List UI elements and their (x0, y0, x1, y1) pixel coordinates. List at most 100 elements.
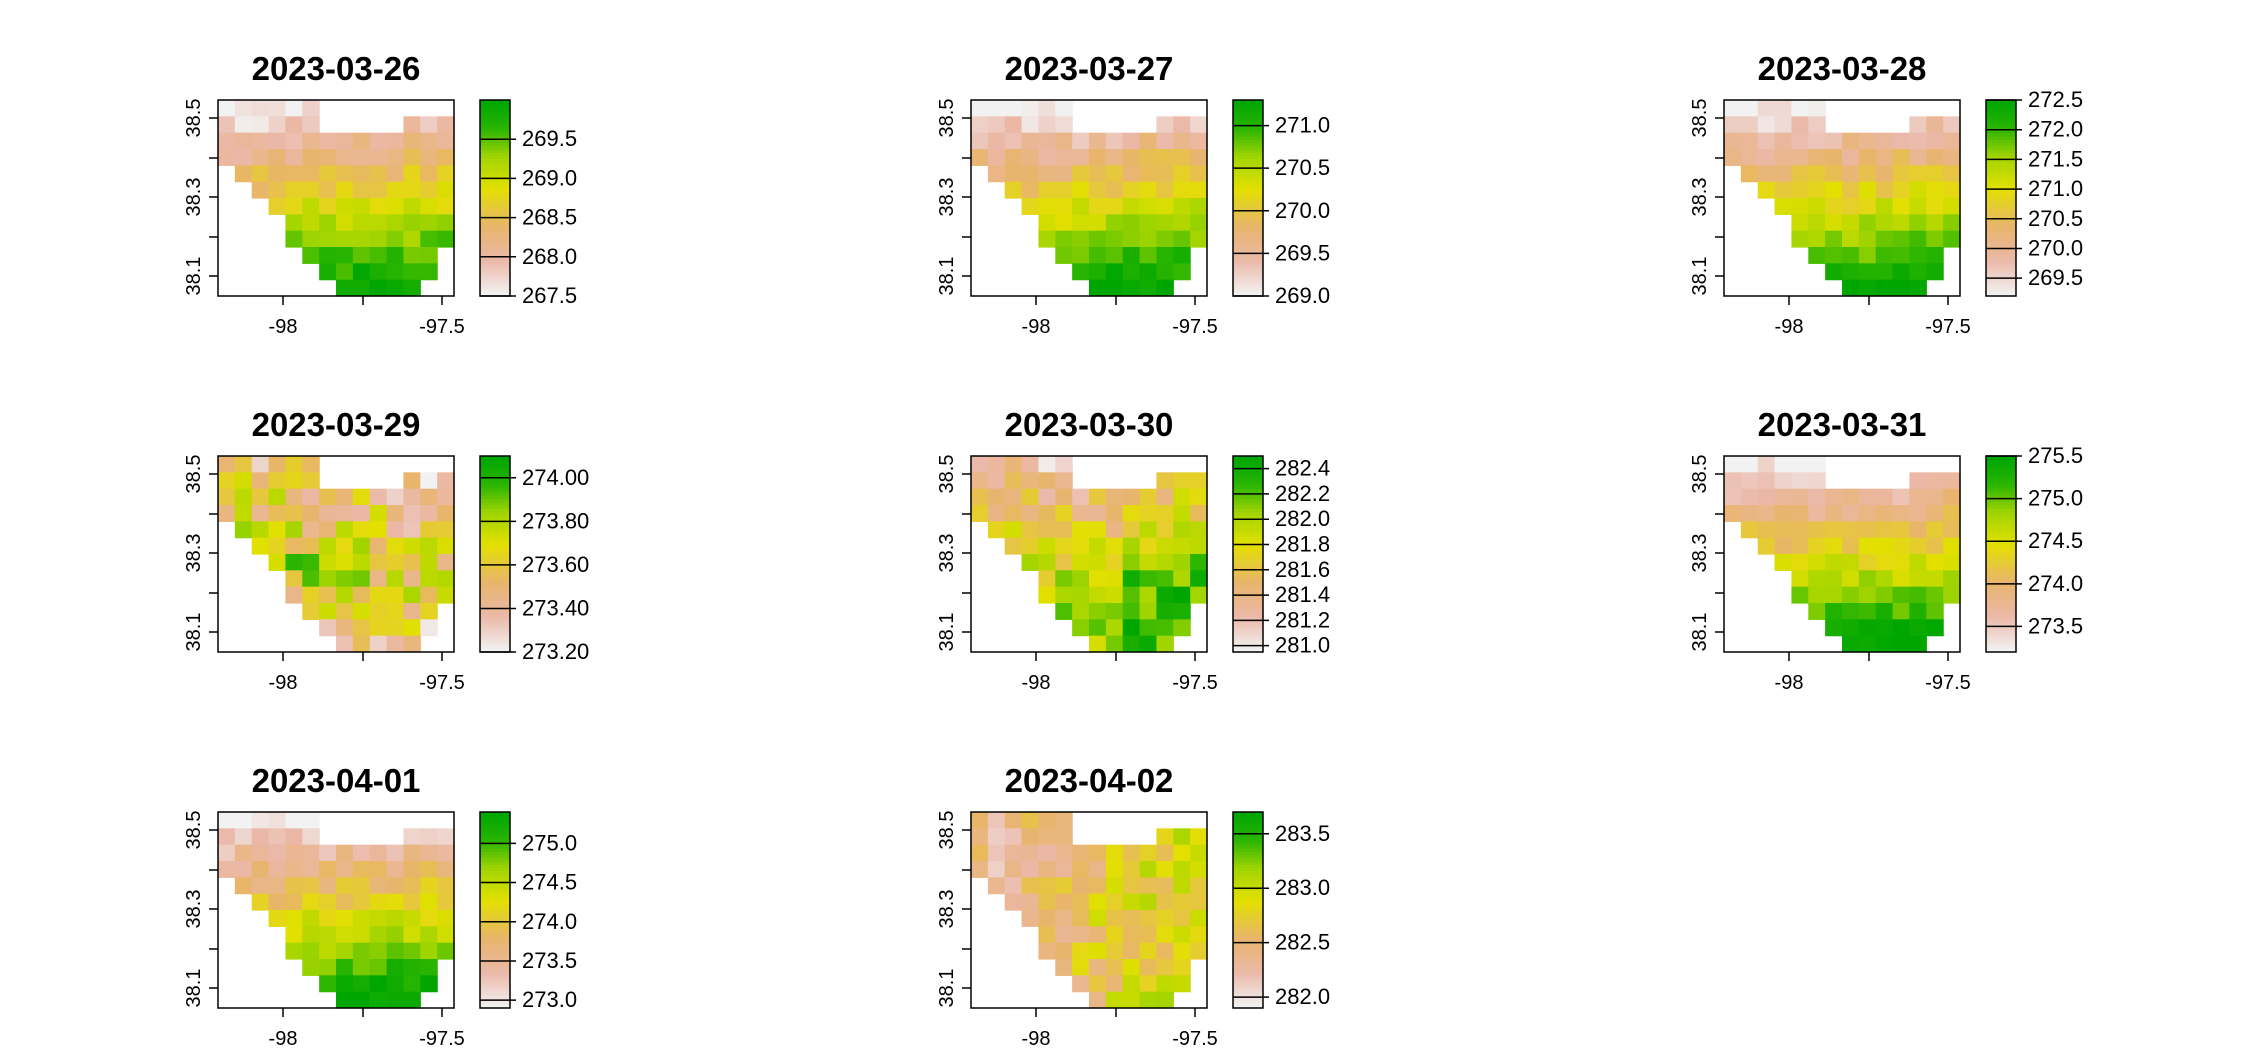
legend-swatch (1986, 260, 2016, 264)
raster-cell (369, 263, 388, 281)
legend-swatch (1233, 465, 1263, 470)
panel-title: 2023-03-27 (1005, 50, 1174, 87)
legend-swatch (1233, 263, 1263, 268)
panel-title: 2023-03-29 (252, 406, 421, 443)
raster-cell (1909, 488, 1927, 506)
raster-cell (386, 230, 405, 248)
raster-cell (1122, 279, 1141, 297)
raster-cell (437, 893, 455, 911)
raster-cell (1190, 181, 1208, 199)
raster-cell (369, 554, 388, 571)
legend-swatch (480, 923, 510, 927)
raster-cell (1808, 165, 1826, 183)
raster-cell (1122, 521, 1141, 539)
y-tick-label: 38.1 (183, 257, 205, 296)
raster-cell (1156, 975, 1174, 993)
x-tick-label: -98 (1022, 1028, 1051, 1050)
raster-cell (352, 230, 371, 248)
raster-cell (1774, 165, 1793, 183)
raster-cell (1038, 165, 1056, 183)
raster-cell (369, 619, 388, 637)
raster-cell (1858, 521, 1877, 539)
legend-swatch (1233, 139, 1263, 144)
raster-cell (352, 554, 371, 571)
plot-frame (217, 811, 455, 1009)
raster-cell (1943, 165, 1961, 183)
legend-swatch (1986, 505, 2016, 509)
raster-cell (386, 214, 405, 232)
y-tick-label: 38.3 (1689, 178, 1711, 217)
raster-cell (1089, 975, 1107, 993)
raster-cell (1089, 959, 1107, 976)
legend-swatch (480, 586, 510, 591)
legend-swatch (1233, 527, 1263, 532)
legend-swatch (1233, 838, 1263, 842)
raster-cell (1072, 975, 1090, 993)
raster-cell (302, 165, 320, 183)
legend-swatch (1233, 985, 1263, 989)
raster-cell (1055, 116, 1073, 134)
legend-swatch (1233, 472, 1263, 477)
raster-cell (1774, 100, 1793, 117)
raster-cell (234, 100, 253, 117)
raster-cell (1774, 181, 1793, 199)
raster-cell (420, 198, 438, 215)
raster-cell (1808, 230, 1826, 248)
raster-cell (403, 861, 421, 878)
x-tick-label: -97.5 (1925, 672, 1971, 694)
raster-cell (268, 165, 287, 183)
raster-cell (1072, 844, 1090, 862)
legend-swatch (1233, 511, 1263, 516)
raster-cell (1105, 554, 1124, 571)
x-tick-label: -97.5 (419, 1028, 465, 1050)
legend-swatch (480, 276, 510, 281)
raster-cell (369, 635, 388, 653)
raster-cell (336, 570, 354, 588)
raster-cell (1858, 635, 1877, 653)
raster-cell (403, 635, 421, 653)
legend-swatch (1233, 273, 1263, 277)
raster-cell (352, 165, 371, 183)
raster-cell (1156, 472, 1174, 490)
raster-cell (369, 893, 388, 911)
raster-cell (1156, 505, 1174, 522)
raster-cell (1190, 198, 1208, 215)
raster-cell (251, 521, 270, 539)
legend-swatch (1986, 253, 2016, 258)
raster-cell (268, 893, 287, 911)
raster-cell (1757, 472, 1776, 490)
raster-cell (285, 230, 303, 248)
legend-swatch (1986, 181, 2016, 186)
legend-swatch (480, 828, 510, 833)
legend-tick-label: 269.5 (1275, 240, 1330, 265)
raster-cell (1089, 910, 1107, 927)
raster-cell (352, 149, 371, 166)
legend-swatch (1233, 844, 1263, 849)
raster-cell (1089, 893, 1107, 911)
raster-cell (1004, 488, 1023, 506)
raster-cell (1858, 263, 1877, 281)
legend-swatch (1986, 279, 2016, 284)
raster-cell (302, 861, 320, 878)
legend-swatch (1986, 465, 2016, 470)
plot-frame (217, 455, 455, 653)
legend-swatch (1233, 100, 1263, 104)
legend-swatch (1986, 152, 2016, 157)
raster-cell (302, 554, 320, 571)
raster-cell (1858, 505, 1877, 522)
raster-cell (1190, 877, 1208, 895)
raster-cell (1038, 554, 1056, 571)
legend-swatch (1233, 485, 1263, 490)
raster-cell (1825, 230, 1843, 248)
raster-cell (987, 812, 1006, 829)
raster-cell (1072, 488, 1090, 506)
legend-swatch (1986, 573, 2016, 578)
raster-cell (386, 991, 405, 1009)
raster-cell (1842, 230, 1860, 248)
raster-cell (1004, 116, 1023, 134)
legend-swatch (480, 233, 510, 238)
raster-cell (420, 116, 438, 134)
legend-swatch (1986, 544, 2016, 549)
raster-cell (1808, 488, 1826, 506)
raster-cell (1808, 247, 1826, 264)
